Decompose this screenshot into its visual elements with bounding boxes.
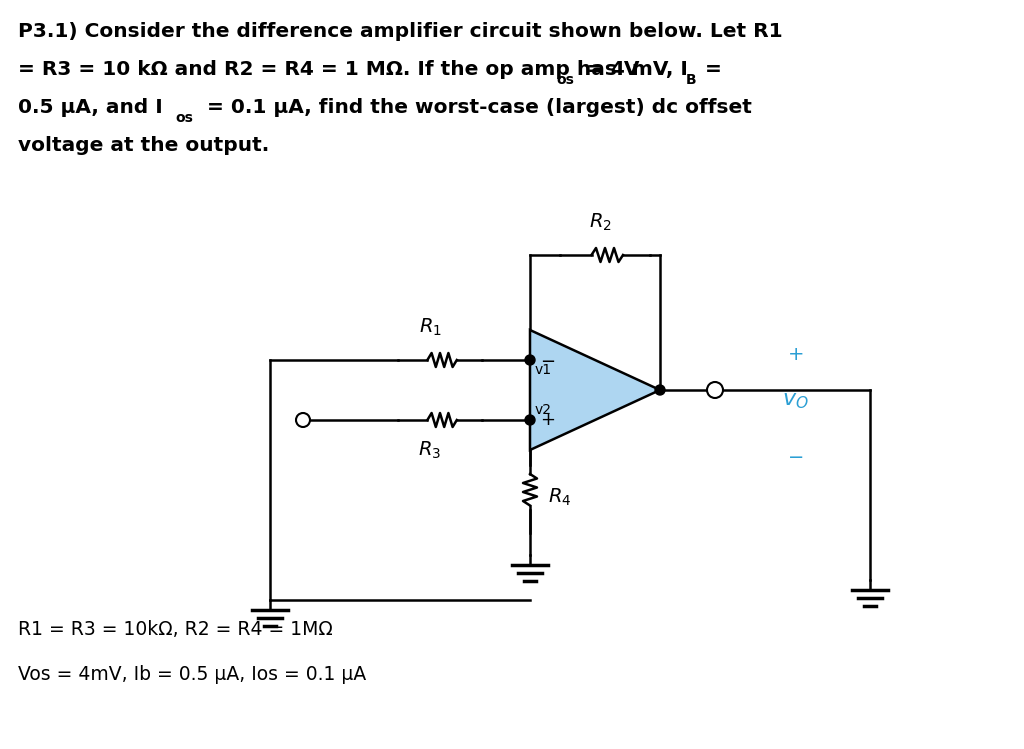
Text: = 0.1 μA, find the worst-case (largest) dc offset: = 0.1 μA, find the worst-case (largest) …: [200, 98, 752, 117]
Text: P3.1) Consider the difference amplifier circuit shown below. Let R1: P3.1) Consider the difference amplifier …: [18, 22, 782, 41]
Text: os: os: [175, 111, 193, 125]
Text: 0.5 μA, and I: 0.5 μA, and I: [18, 98, 163, 117]
Text: = R3 = 10 kΩ and R2 = R4 = 1 MΩ. If the op amp has V: = R3 = 10 kΩ and R2 = R4 = 1 MΩ. If the …: [18, 60, 640, 79]
Text: os: os: [556, 73, 573, 87]
Text: v2: v2: [535, 403, 552, 417]
Circle shape: [525, 355, 535, 365]
Text: v1: v1: [535, 363, 552, 377]
Text: $R_2$: $R_2$: [589, 212, 611, 233]
Circle shape: [525, 415, 535, 425]
Text: $+$: $+$: [541, 411, 556, 429]
Polygon shape: [530, 330, 660, 450]
Text: $-$: $-$: [541, 351, 556, 369]
Circle shape: [655, 385, 665, 395]
Text: $v_O$: $v_O$: [781, 389, 808, 411]
Text: $-$: $-$: [786, 446, 803, 464]
Text: voltage at the output.: voltage at the output.: [18, 136, 269, 155]
Text: $R_4$: $R_4$: [548, 487, 571, 508]
Text: =: =: [698, 60, 722, 79]
Text: Vos = 4mV, Ib = 0.5 μA, Ios = 0.1 μA: Vos = 4mV, Ib = 0.5 μA, Ios = 0.1 μA: [18, 665, 367, 684]
Text: $R_1$: $R_1$: [419, 317, 441, 338]
Text: $R_3$: $R_3$: [419, 440, 441, 461]
Text: R1 = R3 = 10kΩ, R2 = R4 = 1MΩ: R1 = R3 = 10kΩ, R2 = R4 = 1MΩ: [18, 620, 333, 639]
Circle shape: [296, 413, 310, 427]
Text: = 4 mV, I: = 4 mV, I: [580, 60, 688, 79]
Text: $+$: $+$: [786, 345, 803, 365]
Circle shape: [707, 382, 723, 398]
Text: B: B: [686, 73, 696, 87]
